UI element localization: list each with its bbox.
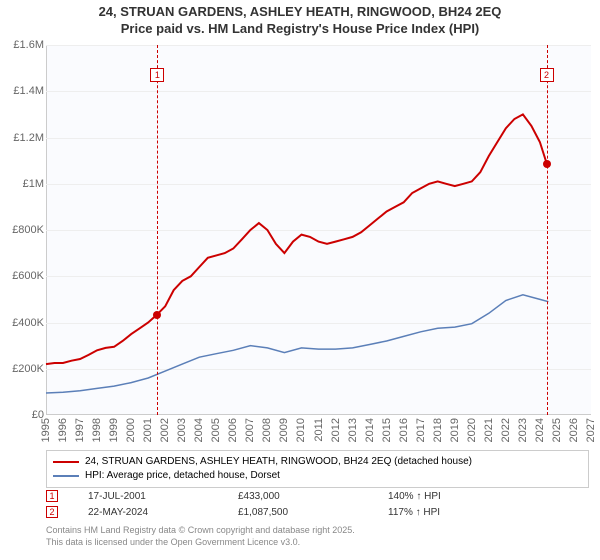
y-axis-tick-label: £1.4M bbox=[0, 85, 44, 97]
sale-row-price: £1,087,500 bbox=[238, 507, 358, 518]
x-axis-tick-label: 2021 bbox=[483, 418, 495, 442]
x-axis-tick-label: 2004 bbox=[193, 418, 205, 442]
legend-item: HPI: Average price, detached house, Dors… bbox=[53, 469, 582, 483]
chart-lines bbox=[46, 45, 591, 415]
x-axis-tick-label: 2006 bbox=[227, 418, 239, 442]
credits: Contains HM Land Registry data © Crown c… bbox=[46, 525, 355, 548]
x-axis-tick-label: 2009 bbox=[278, 418, 290, 442]
sale-row-marker: 1 bbox=[46, 490, 58, 502]
sale-table-row: 1 17-JUL-2001 £433,000 140% ↑ HPI bbox=[46, 488, 589, 504]
y-axis-tick-label: £400K bbox=[0, 317, 44, 329]
x-axis-tick-label: 2007 bbox=[244, 418, 256, 442]
x-axis-tick-label: 1995 bbox=[40, 418, 52, 442]
sale-row-marker: 2 bbox=[46, 506, 58, 518]
y-axis-tick-label: £200K bbox=[0, 363, 44, 375]
x-axis-tick-label: 2027 bbox=[585, 418, 597, 442]
x-axis-tick-label: 2016 bbox=[398, 418, 410, 442]
sale-row-date: 22-MAY-2024 bbox=[88, 507, 208, 518]
series-line bbox=[46, 295, 548, 393]
sale-vertical-line bbox=[157, 45, 158, 415]
sale-table-row: 2 22-MAY-2024 £1,087,500 117% ↑ HPI bbox=[46, 504, 589, 520]
x-axis-tick-label: 2014 bbox=[364, 418, 376, 442]
x-axis-tick-label: 2001 bbox=[142, 418, 154, 442]
x-axis-tick-label: 1998 bbox=[91, 418, 103, 442]
chart-title-line2: Price paid vs. HM Land Registry's House … bbox=[0, 21, 600, 38]
sale-vertical-line bbox=[547, 45, 548, 415]
sale-row-date: 17-JUL-2001 bbox=[88, 491, 208, 502]
x-axis-tick-label: 2015 bbox=[381, 418, 393, 442]
x-axis-tick-label: 2022 bbox=[500, 418, 512, 442]
legend-label: HPI: Average price, detached house, Dors… bbox=[85, 469, 280, 483]
x-axis-tick-label: 2024 bbox=[534, 418, 546, 442]
credits-line1: Contains HM Land Registry data © Crown c… bbox=[46, 525, 355, 537]
x-axis-tick-label: 2011 bbox=[313, 418, 325, 442]
chart-title-line1: 24, STRUAN GARDENS, ASHLEY HEATH, RINGWO… bbox=[0, 4, 600, 21]
x-axis-tick-label: 2002 bbox=[159, 418, 171, 442]
sale-row-price: £433,000 bbox=[238, 491, 358, 502]
sale-marker-box: 1 bbox=[150, 68, 164, 82]
x-axis-tick-label: 2019 bbox=[449, 418, 461, 442]
y-axis-tick-label: £0 bbox=[0, 409, 44, 421]
sale-marker-box: 2 bbox=[540, 68, 554, 82]
legend-label: 24, STRUAN GARDENS, ASHLEY HEATH, RINGWO… bbox=[85, 455, 472, 469]
legend-swatch bbox=[53, 475, 79, 477]
x-axis-tick-label: 2025 bbox=[551, 418, 563, 442]
x-axis-tick-label: 2008 bbox=[261, 418, 273, 442]
x-axis-tick-label: 2020 bbox=[466, 418, 478, 442]
sale-point bbox=[153, 311, 161, 319]
x-axis-tick-label: 2013 bbox=[347, 418, 359, 442]
x-axis-tick-label: 2026 bbox=[568, 418, 580, 442]
x-axis-tick-label: 2012 bbox=[330, 418, 342, 442]
series-line bbox=[46, 114, 547, 364]
credits-line2: This data is licensed under the Open Gov… bbox=[46, 537, 355, 549]
x-axis-tick-label: 1999 bbox=[108, 418, 120, 442]
sale-table: 1 17-JUL-2001 £433,000 140% ↑ HPI 2 22-MAY-20… bbox=[46, 488, 589, 520]
sale-row-hpi: 140% ↑ HPI bbox=[388, 491, 441, 502]
x-axis-tick-label: 2018 bbox=[432, 418, 444, 442]
x-axis-tick-label: 2005 bbox=[210, 418, 222, 442]
x-axis-tick-label: 1996 bbox=[57, 418, 69, 442]
y-axis-tick-label: £1M bbox=[0, 178, 44, 190]
x-axis-tick-label: 2003 bbox=[176, 418, 188, 442]
x-axis-tick-label: 1997 bbox=[74, 418, 86, 442]
y-axis-tick-label: £800K bbox=[0, 224, 44, 236]
sale-point bbox=[543, 160, 551, 168]
y-axis-tick-label: £1.6M bbox=[0, 39, 44, 51]
x-axis-tick-label: 2023 bbox=[517, 418, 529, 442]
y-axis-tick-label: £600K bbox=[0, 270, 44, 282]
chart-area: 12 bbox=[46, 45, 591, 415]
x-axis-tick-label: 2010 bbox=[295, 418, 307, 442]
sale-row-hpi: 117% ↑ HPI bbox=[388, 507, 440, 518]
legend-swatch bbox=[53, 461, 79, 463]
legend-item: 24, STRUAN GARDENS, ASHLEY HEATH, RINGWO… bbox=[53, 455, 582, 469]
x-axis-tick-label: 2000 bbox=[125, 418, 137, 442]
legend: 24, STRUAN GARDENS, ASHLEY HEATH, RINGWO… bbox=[46, 450, 589, 488]
x-axis-tick-label: 2017 bbox=[415, 418, 427, 442]
y-axis-tick-label: £1.2M bbox=[0, 132, 44, 144]
